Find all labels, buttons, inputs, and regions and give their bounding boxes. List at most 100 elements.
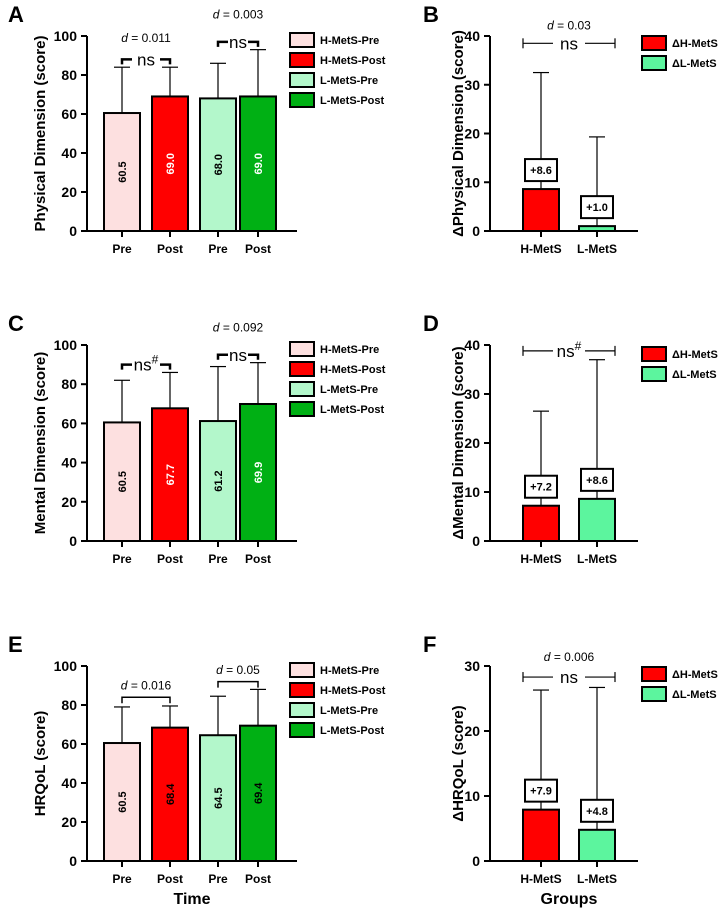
legend-label: H-MetS-Pre — [320, 35, 379, 47]
bar-post — [239, 724, 277, 862]
significance-bracket — [121, 696, 171, 704]
significance-label: ns — [229, 33, 247, 52]
bar-h-mets — [522, 808, 560, 863]
y-tick-label: 0 — [69, 533, 77, 549]
bracket-right — [160, 58, 172, 65]
x-tick-label: Pre — [112, 872, 132, 886]
panel-letter: E — [8, 632, 23, 657]
effect-size-label: d = 0.05 — [216, 663, 260, 677]
bracket-left — [120, 363, 132, 370]
legend-swatch — [289, 52, 315, 68]
panel-letter: B — [423, 2, 439, 27]
y-tick-label: 10 — [464, 484, 480, 500]
bar-pre — [103, 742, 141, 863]
y-tick-label: 40 — [61, 455, 77, 471]
y-axis-label: ΔHRQoL (score) — [450, 705, 467, 821]
legend-swatch — [641, 55, 667, 71]
y-tick-label: 40 — [464, 28, 480, 44]
x-tick-label: Pre — [208, 552, 228, 566]
bar-value-label: +8.6 — [586, 475, 608, 487]
bar-value-label: +7.2 — [530, 482, 552, 494]
bar-value-label: 60.5 — [117, 791, 129, 812]
bar-value-label: +4.8 — [586, 806, 608, 818]
bar-value-box — [580, 798, 614, 823]
bar-pre — [199, 420, 237, 543]
legend-swatch — [289, 381, 315, 397]
significance-label: ns# — [134, 353, 159, 375]
bar-value-box — [580, 467, 614, 492]
legend-label: H-MetS-Pre — [320, 665, 379, 677]
x-tick-label: Post — [157, 242, 183, 256]
effect-size-label: d = 0.006 — [544, 650, 595, 664]
y-tick-label: 30 — [464, 658, 480, 674]
x-tick-label: L-MetS — [577, 242, 617, 256]
legend-label: ΔL-MetS — [672, 58, 717, 70]
x-axis-label: Time — [173, 891, 210, 908]
x-tick-label: Post — [245, 872, 271, 886]
y-tick-label: 40 — [61, 145, 77, 161]
y-tick-label: 40 — [61, 775, 77, 791]
legend: H-MetS-Pre H-MetS-Post L-MetS-Pre L-MetS-Po… — [289, 341, 386, 417]
x-tick-label: Pre — [112, 552, 132, 566]
bar-pre — [103, 112, 141, 232]
y-tick-label: 60 — [61, 415, 77, 431]
x-tick-label: Post — [157, 552, 183, 566]
y-tick-label: 80 — [61, 376, 77, 392]
significance-label: ns# — [557, 339, 582, 361]
bar-value-label: 61.2 — [213, 470, 225, 491]
legend-label: ΔH-MetS — [672, 349, 718, 361]
y-tick-label: 20 — [464, 435, 480, 451]
x-tick-label: Post — [245, 242, 271, 256]
y-axis-label: ΔPhysical Dimension (score) — [450, 30, 467, 237]
panel-letter: C — [8, 311, 24, 336]
panel-F: F 0 10 20 30 ΔHRQoL (score) H-MetS +7.9 L-MetS +4… — [423, 632, 718, 908]
legend: H-MetS-Pre H-MetS-Post L-MetS-Pre L-MetS-Po… — [289, 662, 386, 738]
bar-value-label: 60.5 — [117, 471, 129, 492]
y-tick-label: 0 — [69, 223, 77, 239]
x-tick-label: H-MetS — [520, 872, 561, 886]
bracket-right — [248, 353, 260, 360]
panel-letter: D — [423, 311, 439, 336]
effect-size-label: d = 0.092 — [213, 320, 264, 334]
legend-swatch — [289, 361, 315, 377]
legend-swatch — [289, 401, 315, 417]
bar-h-mets — [522, 504, 560, 542]
y-tick-label: 0 — [472, 533, 480, 549]
bracket-left — [216, 353, 228, 360]
legend-swatch — [289, 682, 315, 698]
x-tick-label: H-MetS — [520, 242, 561, 256]
x-tick-label: L-MetS — [577, 552, 617, 566]
effect-size-label: d = 0.03 — [547, 19, 591, 33]
legend-swatch — [289, 32, 315, 48]
y-tick-label: 60 — [61, 106, 77, 122]
legend-label: L-MetS-Pre — [320, 705, 378, 717]
x-tick-label: Post — [245, 552, 271, 566]
legend-label: ΔL-MetS — [672, 369, 717, 381]
bar-value-box — [580, 195, 614, 220]
bar-post — [151, 726, 189, 862]
bracket-left — [216, 40, 228, 47]
legend-swatch — [641, 35, 667, 51]
bar-post — [151, 407, 189, 543]
bracket-right — [248, 40, 260, 47]
bracket-right — [160, 363, 172, 370]
y-tick-label: 30 — [464, 386, 480, 402]
legend-swatch — [289, 702, 315, 718]
x-tick-label: Post — [157, 872, 183, 886]
legend-label: H-MetS-Post — [320, 364, 386, 376]
x-axis-label: Groups — [541, 891, 598, 908]
y-axis-label: ΔMental Dimension (score) — [450, 346, 467, 539]
bar-value-label: +7.9 — [530, 786, 552, 798]
bar-value-label: 64.5 — [213, 787, 225, 808]
y-tick-label: 20 — [464, 126, 480, 142]
significance-label: ns — [229, 346, 247, 365]
legend-label: ΔL-MetS — [672, 689, 717, 701]
legend-label: H-MetS-Pre — [320, 344, 379, 356]
bar-value-box — [524, 474, 558, 499]
panel-C: C 0 20 40 60 80 100 Mental Dimension (score) Pre… — [8, 311, 386, 566]
y-tick-label: 20 — [464, 723, 480, 739]
bar-value-label: 60.5 — [117, 161, 129, 182]
legend: ΔH-MetS ΔL-MetS — [641, 35, 718, 71]
bar-value-label: +8.6 — [530, 165, 552, 177]
